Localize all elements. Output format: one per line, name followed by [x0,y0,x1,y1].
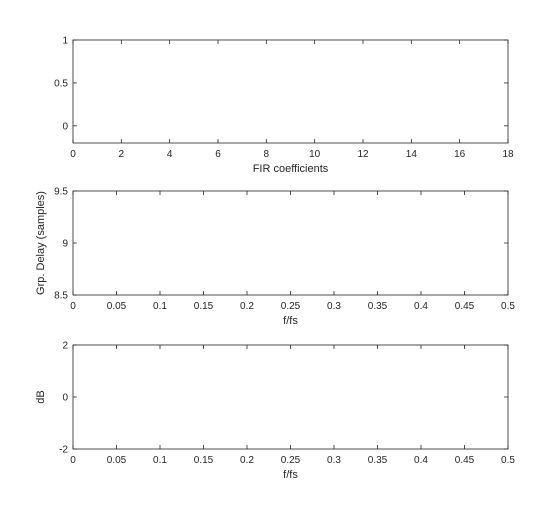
y-tick-label: 0 [62,121,68,132]
x-tick-label: 0.3 [327,455,341,466]
x-tick-label: 8 [264,149,270,160]
y-tick-label: 9.5 [54,187,68,198]
x-tick-label: 0.25 [281,455,301,466]
y-tick-label: -2 [59,445,68,456]
x-tick-label: 0 [70,149,76,160]
x-tick-label: 0.4 [414,301,428,312]
x-tick-label: 0.05 [107,301,127,312]
x-tick-label: 16 [454,149,466,160]
y-tick-label: 0 [62,393,68,404]
x-tick-label: 0.3 [327,301,341,312]
x-tick-label: 0.4 [414,455,428,466]
x-tick-label: 0.45 [455,455,475,466]
x-tick-label: 10 [309,149,321,160]
x-tick-label: 0.2 [240,301,254,312]
x-tick-label: 0.5 [501,301,515,312]
x-tick-label: 0.2 [240,455,254,466]
axes-box [72,190,509,296]
x-tick-label: 0.1 [153,301,167,312]
x-axis-label: FIR coefficients [253,163,329,175]
subplot-1: 0 2 4 6 8 10 12 14 16 18 0 0.5 1 FIR coefficients [54,36,514,176]
subplot-3: 0 0.05 0.1 0.15 0.2 0.25 0.3 0.35 0.4 0.45 0.5-202… [35,341,515,482]
x-tick-label: 14 [406,149,418,160]
x-tick-label: 0.45 [455,301,475,312]
x-tick-label: 0.15 [194,301,214,312]
x-axis-label: f/fs [283,315,298,327]
axes-box [72,344,509,450]
axes-box [72,39,509,144]
x-axis-label: f/fs [283,469,298,481]
y-tick-label: 0.5 [54,78,68,89]
x-tick-label: 0 [70,301,76,312]
x-tick-label: 6 [215,149,221,160]
subplot-2: 0 0.05 0.1 0.15 0.2 0.25 0.3 0.35 0.4 0.45 0.5 8.5 9… [35,187,515,328]
y-tick-label: 9 [62,239,68,250]
y-tick-label: 1 [62,36,68,47]
x-tick-label: 12 [357,149,369,160]
y-axis-label: Grp. Delay (samples) [35,191,47,295]
y-tick-label: 2 [62,341,68,352]
x-tick-label: 0.25 [281,301,301,312]
x-tick-label: 18 [502,149,514,160]
x-tick-label: 0.35 [368,455,388,466]
x-tick-label: 4 [167,149,173,160]
x-tick-label: 2 [119,149,125,160]
x-tick-label: 0.15 [194,455,214,466]
y-axis-label: dB [35,390,47,403]
x-tick-label: 0.05 [107,455,127,466]
x-tick-label: 0.35 [368,301,388,312]
y-tick-label: 8.5 [54,291,68,302]
x-tick-label: 0.5 [501,455,515,466]
x-tick-label: 0.1 [153,455,167,466]
x-tick-label: 0 [70,455,76,466]
